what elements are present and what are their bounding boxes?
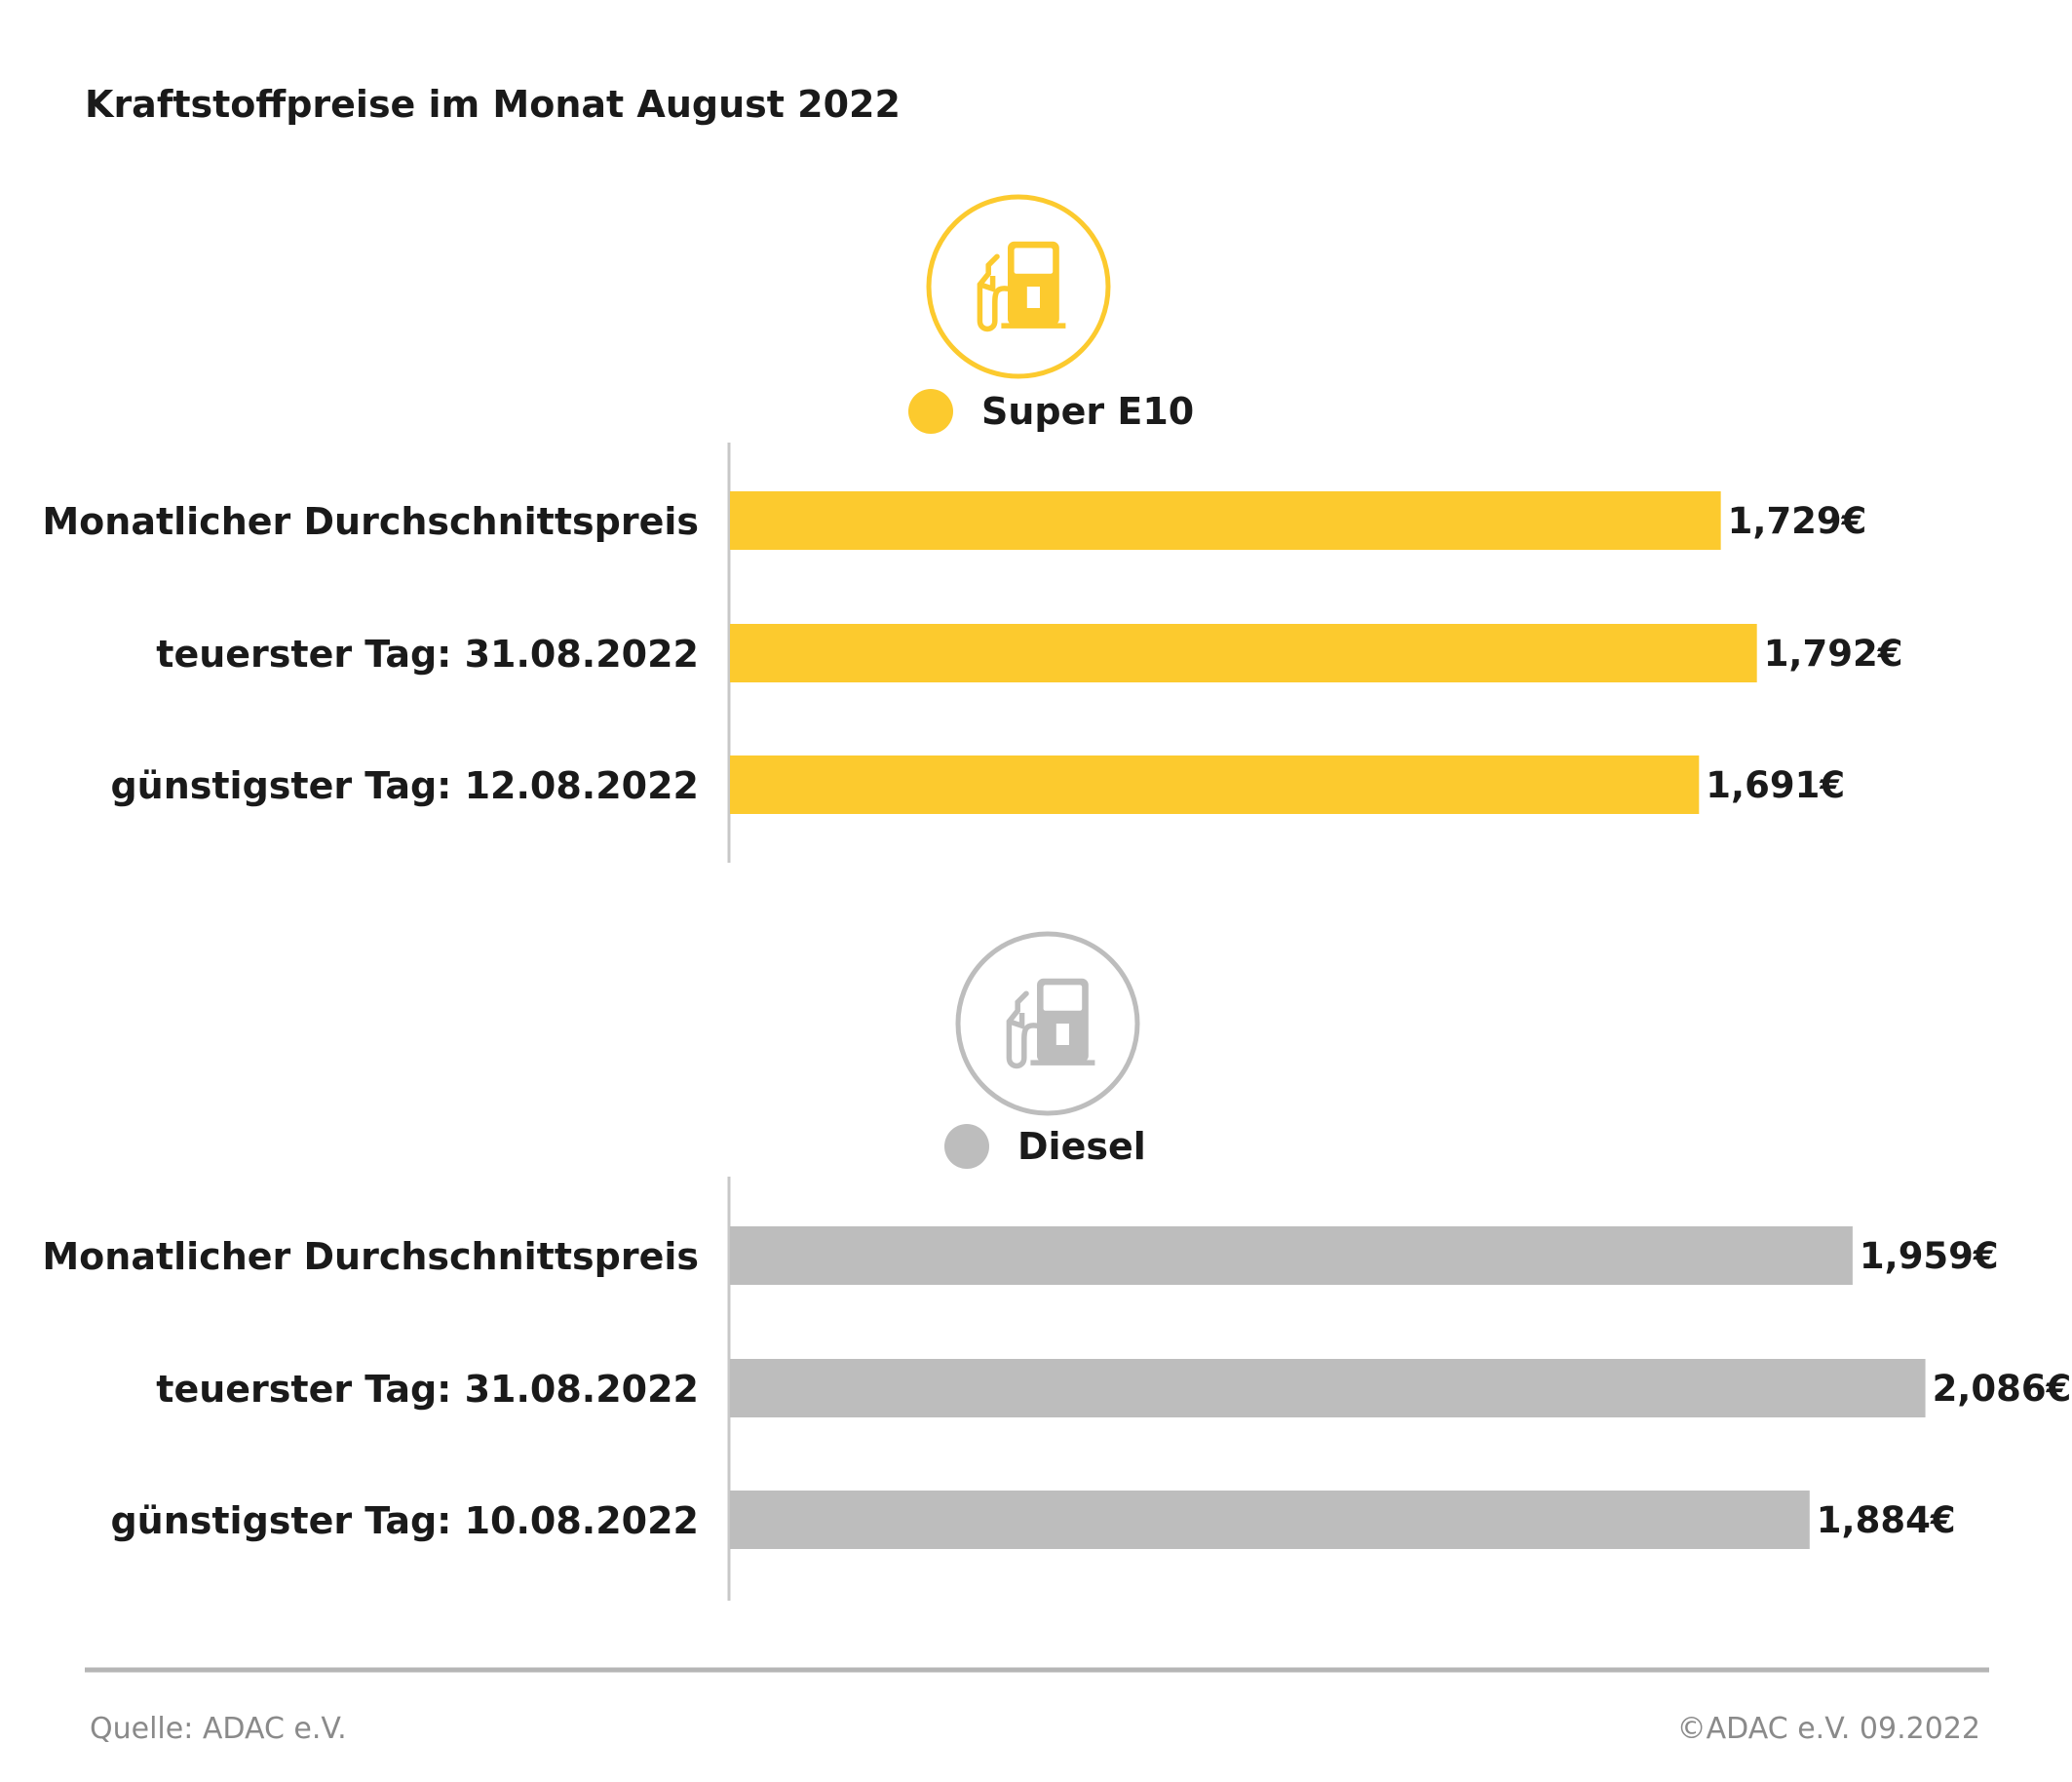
category-label: teuerster Tag: 31.08.2022 xyxy=(156,1368,699,1411)
legend-dot xyxy=(944,1124,989,1169)
chart-title: Kraftstoffpreise im Monat August 2022 xyxy=(85,83,901,126)
group-1: Diesel Monatlicher Durchschnittspreis 1,95… xyxy=(42,931,2072,1601)
legend-label: Diesel xyxy=(1017,1125,1146,1168)
bar xyxy=(730,1491,1810,1549)
data-label: 1,884€ xyxy=(1817,1499,1956,1541)
fuel-pump-icon xyxy=(926,194,1111,379)
category-label: Monatlicher Durchschnittspreis xyxy=(42,500,699,543)
category-label: Monatlicher Durchschnittspreis xyxy=(42,1235,699,1278)
bar xyxy=(730,1226,1853,1285)
data-label: 1,959€ xyxy=(1860,1235,1999,1277)
data-label: 2,086€ xyxy=(1933,1368,2072,1410)
category-label: günstigster Tag: 10.08.2022 xyxy=(110,1499,699,1542)
copyright-note: ©ADAC e.V. 09.2022 xyxy=(1677,1712,1980,1746)
group-0: Super E10 Monatlicher Durchschnittspreis 1… xyxy=(42,194,1903,863)
category-label: teuerster Tag: 31.08.2022 xyxy=(156,633,699,676)
bar xyxy=(730,624,1757,682)
bar xyxy=(730,491,1721,550)
bar xyxy=(730,755,1700,814)
legend-label: Super E10 xyxy=(981,390,1194,433)
category-label: günstigster Tag: 12.08.2022 xyxy=(110,764,699,807)
data-label: 1,691€ xyxy=(1706,764,1845,806)
legend-dot xyxy=(908,389,953,434)
fuel-pump-icon xyxy=(955,931,1140,1116)
data-label: 1,792€ xyxy=(1764,633,1903,675)
data-label: 1,729€ xyxy=(1728,500,1867,542)
bar xyxy=(730,1359,1926,1417)
source-note: Quelle: ADAC e.V. xyxy=(90,1712,347,1746)
